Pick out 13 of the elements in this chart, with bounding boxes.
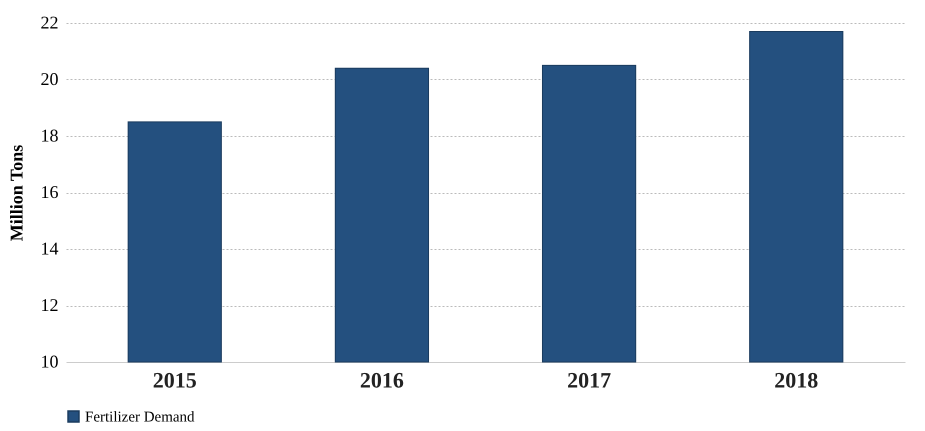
x-tick-label: 2017 [567,368,612,392]
y-axis-title: Million Tons [6,144,26,242]
y-tick-label: 20 [40,69,58,89]
x-tick-label: 2015 [152,368,197,392]
x-tick-label: 2018 [774,368,818,392]
legend-label: Fertilizer Demand [85,410,196,426]
y-tick-label: 18 [40,126,58,146]
y-tick-label: 14 [40,238,58,258]
y-tick-label: 12 [40,295,58,315]
y-tick-label: 16 [40,182,58,202]
y-tick-label: 22 [40,12,58,32]
x-tick-label: 2016 [360,368,404,392]
y-tick-label: 10 [40,352,58,372]
